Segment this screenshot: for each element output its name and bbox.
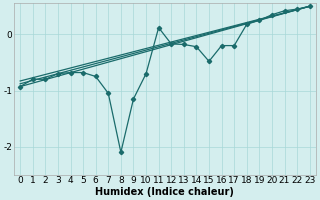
X-axis label: Humidex (Indice chaleur): Humidex (Indice chaleur): [95, 187, 234, 197]
